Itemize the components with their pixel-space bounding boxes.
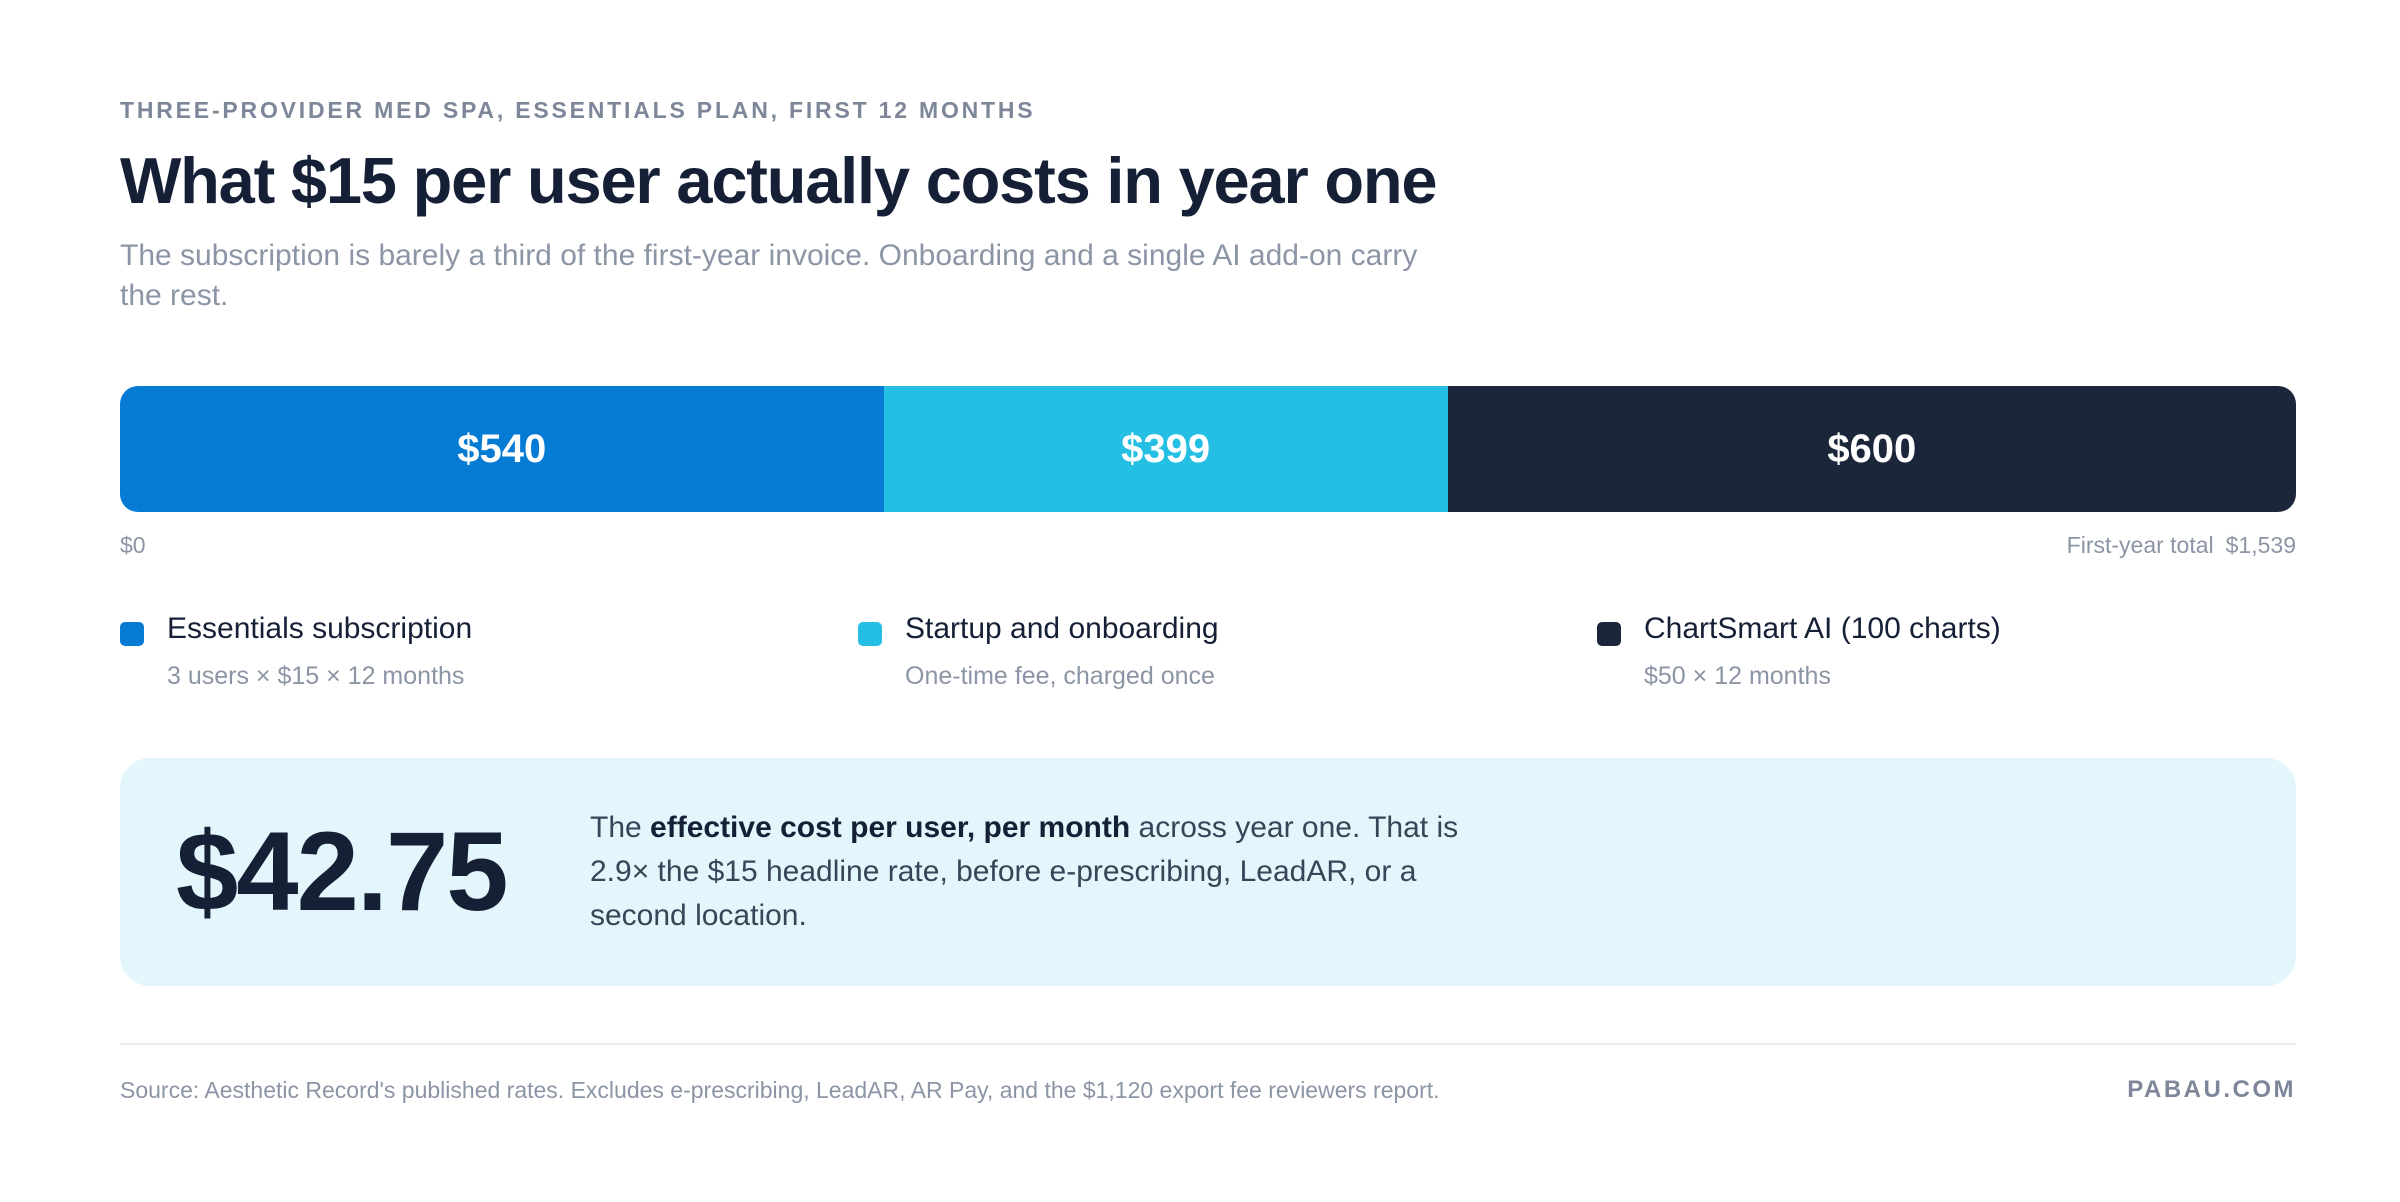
legend-note: $50 × 12 months — [1644, 662, 1831, 690]
legend-label: Startup and onboarding — [905, 612, 1219, 645]
first-year-total-value: $1,539 — [2225, 532, 2296, 558]
eyebrow-label: THREE-PROVIDER MED SPA, ESSENTIALS PLAN,… — [120, 97, 1036, 123]
legend-note: One-time fee, charged once — [905, 662, 1215, 690]
legend-label: Essentials subscription — [167, 612, 473, 645]
stacked-cost-bar: $540 $399 $600 — [120, 386, 2296, 512]
bar-value-label: $600 — [1827, 426, 1917, 471]
brand-link[interactable]: PABAU.COM — [2127, 1076, 2296, 1103]
callout-text-end: across year one. That is 2.9× the $15 he… — [590, 811, 1459, 932]
bar-segment-subscription: $540 — [120, 386, 884, 512]
legend-swatch — [1597, 622, 1621, 646]
callout-text-bold: effective cost per user, per month — [650, 811, 1131, 844]
legend-label: ChartSmart AI (100 charts) — [1644, 612, 2001, 645]
bar-segment-onboarding: $399 — [883, 386, 1448, 512]
bar-value-label: $540 — [457, 426, 547, 471]
axis-start-label: $0 — [120, 532, 146, 558]
bar-segment-chartsmart: $600 — [1447, 386, 2296, 512]
effective-cost-description: The effective cost per user, per month a… — [590, 806, 1490, 938]
page-title: What $15 per user actually costs in year… — [120, 144, 1438, 217]
legend-swatch — [858, 622, 882, 646]
axis-end-label: First-year total $1,539 — [2067, 532, 2296, 559]
footer-divider — [120, 1043, 2296, 1045]
first-year-total-label: First-year total — [2066, 532, 2214, 558]
effective-cost-value: $42.75 — [176, 809, 509, 934]
effective-cost-callout: $42.75 The effective cost per user, per … — [120, 758, 2296, 986]
page-subtitle: The subscription is barely a third of th… — [120, 239, 1418, 312]
bar-value-label: $399 — [1121, 426, 1211, 471]
legend-note: 3 users × $15 × 12 months — [167, 662, 465, 690]
legend-swatch — [120, 622, 144, 646]
source-note: Source: Aesthetic Record's published rat… — [120, 1077, 1440, 1103]
callout-text-start: The — [590, 811, 651, 844]
